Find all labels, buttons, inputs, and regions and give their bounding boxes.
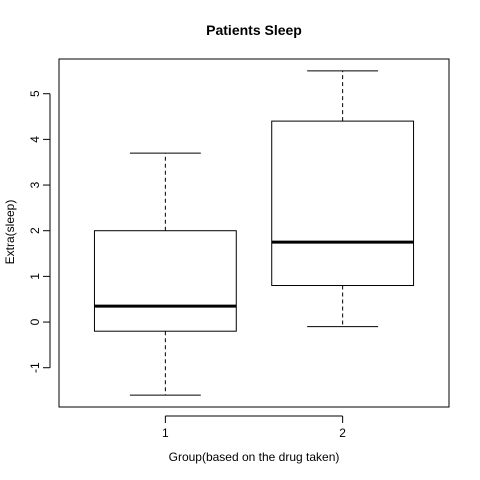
box-2 xyxy=(271,120,415,287)
plot-frame xyxy=(58,58,450,408)
y-tick-label: 3 xyxy=(28,181,42,188)
y-axis-label: Extra(sleep) xyxy=(3,200,17,265)
x-tick-label: 2 xyxy=(339,426,346,440)
y-tick-label: 2 xyxy=(28,227,42,234)
y-tick-label: 1 xyxy=(28,273,42,280)
y-tick-label: 4 xyxy=(28,136,42,143)
plot-layer: -1 0 1 2 3 4 5 1 2 xyxy=(28,58,450,440)
y-tick-label: -1 xyxy=(28,362,42,373)
x-axis-label: Group(based on the drug taken) xyxy=(169,450,340,464)
x-tick-label: 1 xyxy=(162,426,169,440)
box-1 xyxy=(93,230,237,332)
chart-title: Patients Sleep xyxy=(206,22,302,38)
y-tick-label: 5 xyxy=(28,90,42,97)
y-tick-label: 0 xyxy=(28,318,42,325)
